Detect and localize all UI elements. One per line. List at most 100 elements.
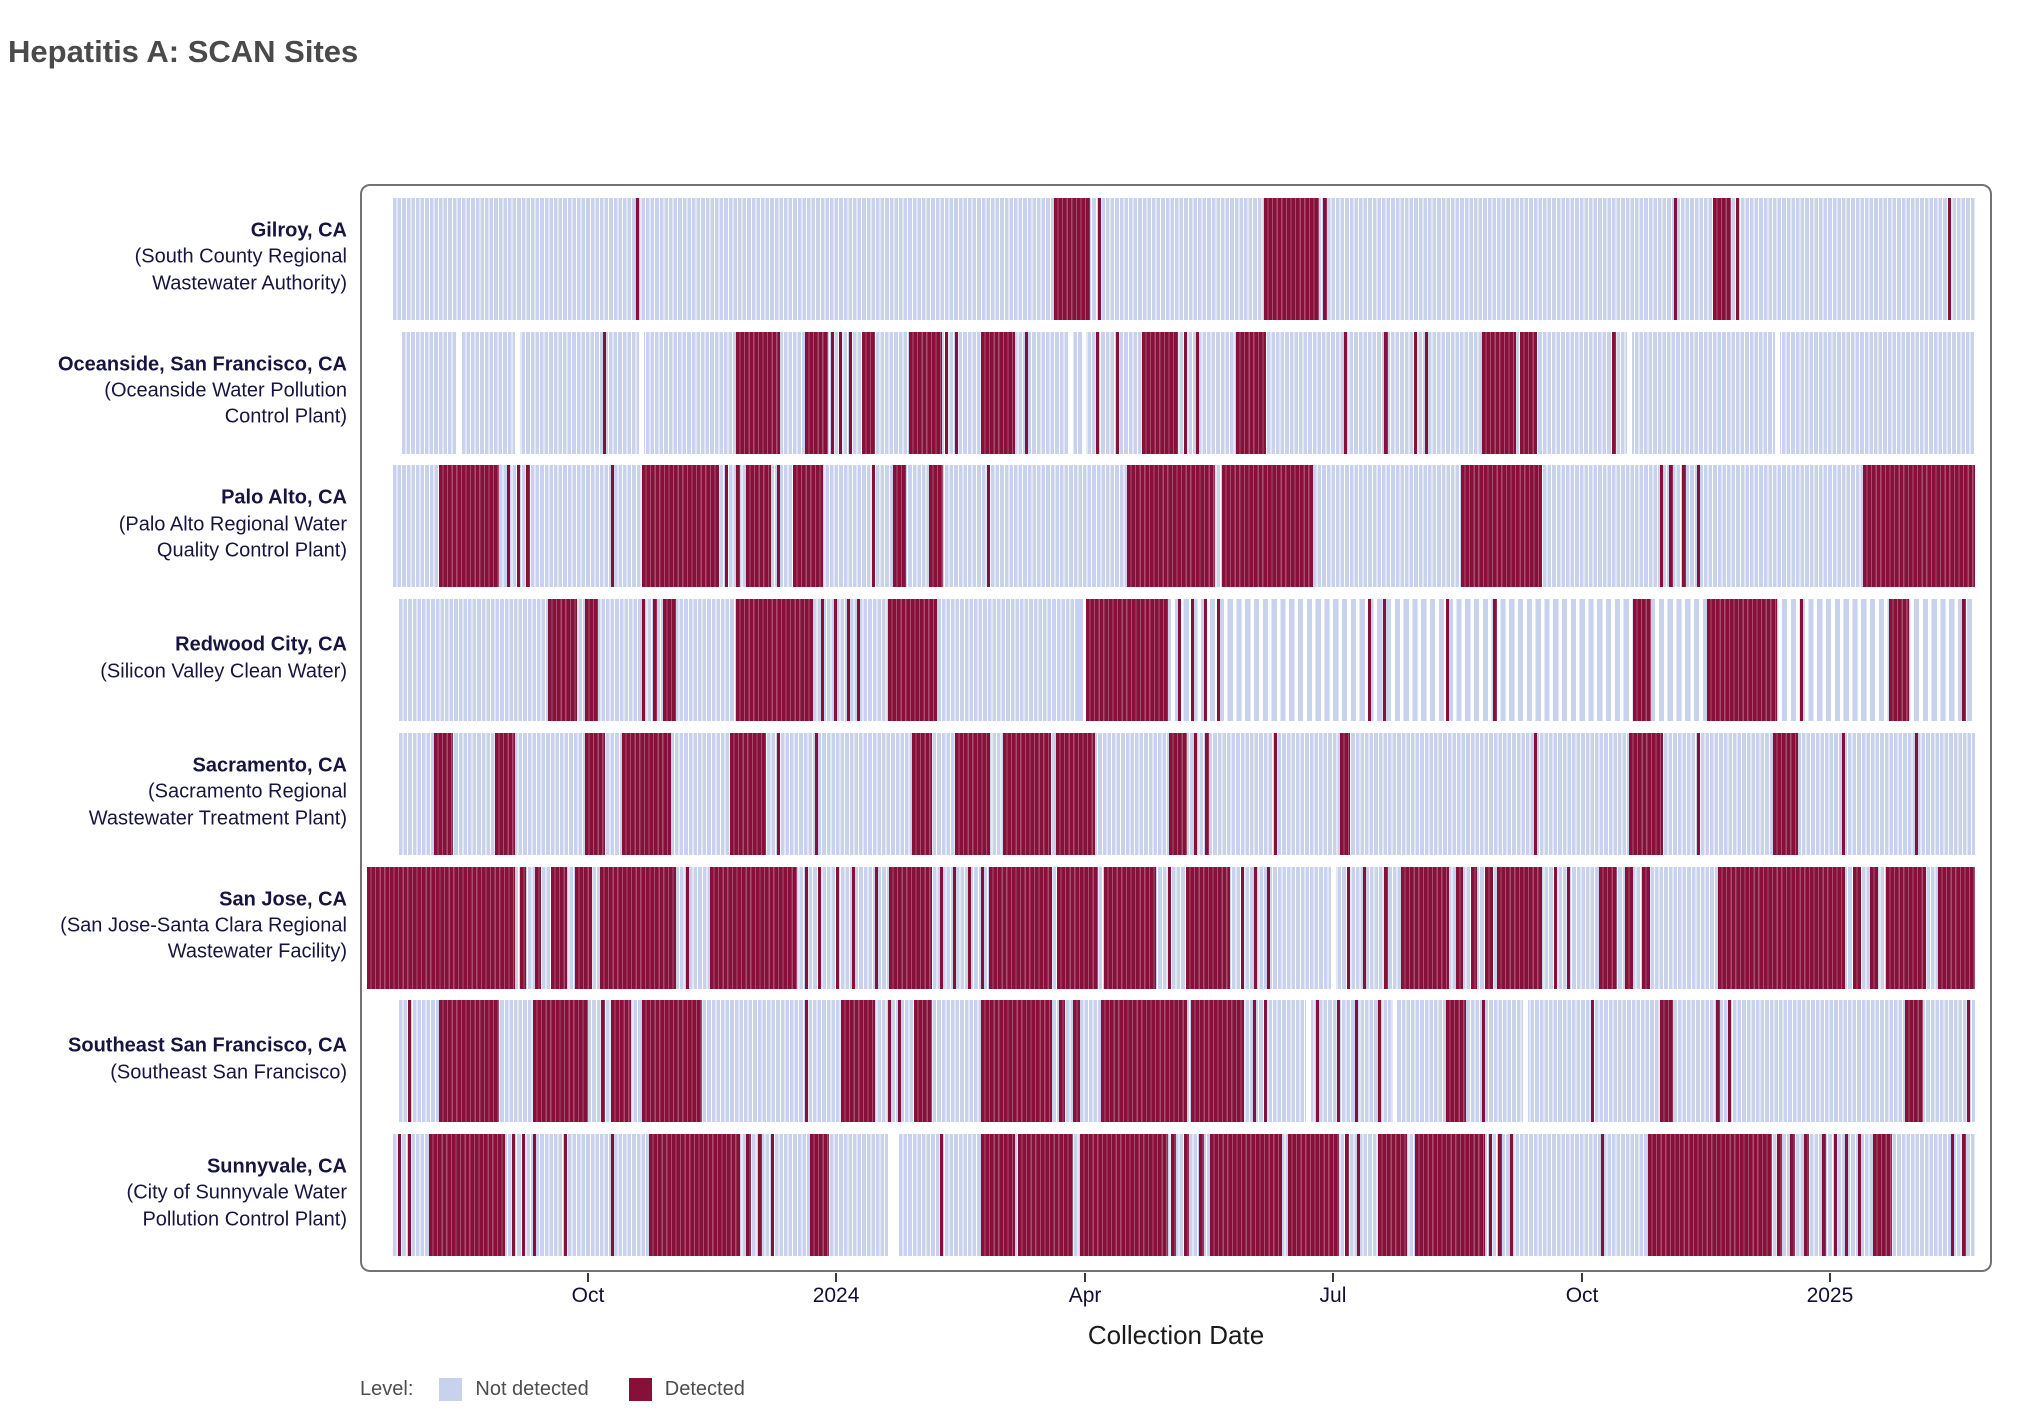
detected-segment xyxy=(1493,599,1497,722)
detected-segment xyxy=(804,1000,809,1123)
detected-segment xyxy=(1962,599,1966,722)
detected-segment xyxy=(804,331,828,454)
detected-segment xyxy=(585,732,605,855)
detected-segment xyxy=(1858,1133,1862,1256)
detected-segment xyxy=(954,732,991,855)
detected-segment xyxy=(1167,866,1172,989)
site-name: San Jose, CA xyxy=(219,887,347,910)
detected-segment xyxy=(1322,198,1328,320)
x-tick-label: Oct xyxy=(1565,1284,1599,1307)
detected-segment xyxy=(1482,331,1517,454)
detected-segment xyxy=(736,465,740,588)
detected-segment xyxy=(835,866,839,989)
detected-segment xyxy=(1706,599,1777,722)
detected-segment xyxy=(547,599,577,722)
detected-segment xyxy=(913,1000,932,1123)
detected-segment xyxy=(1018,1133,1074,1256)
detected-segment xyxy=(1799,599,1803,722)
detected-segment xyxy=(777,465,781,588)
site-facility: (South County Regional Wastewater Author… xyxy=(134,245,347,295)
detected-segment xyxy=(1096,331,1100,454)
detected-segment xyxy=(1905,1000,1924,1123)
x-tick-label: 2024 xyxy=(812,1284,860,1307)
detected-segment xyxy=(1073,1000,1080,1123)
detected-segment xyxy=(1915,732,1919,855)
detected-segment xyxy=(777,732,781,855)
detected-segment xyxy=(1195,331,1199,454)
detected-segment xyxy=(1377,1000,1382,1123)
detected-segment xyxy=(1355,1000,1359,1123)
detected-segment xyxy=(1789,1133,1795,1256)
detected-segment xyxy=(892,465,906,588)
timeline-bar xyxy=(362,1133,1990,1256)
site-facility: (Southeast San Francisco) xyxy=(110,1061,347,1084)
detected-segment xyxy=(397,1133,402,1256)
no-data-gap xyxy=(1306,1000,1312,1123)
detected-segment xyxy=(519,866,527,989)
site-label: Gilroy, CA (South County Regional Wastewa… xyxy=(55,217,347,296)
detected-segment xyxy=(967,866,971,989)
detected-segment xyxy=(1488,1133,1492,1256)
detected-segment xyxy=(847,599,851,722)
site-name: Redwood City, CA xyxy=(175,633,347,656)
detected-segment xyxy=(1193,732,1198,855)
detected-segment xyxy=(980,331,1015,454)
sparse-sampling-overlay xyxy=(1078,599,1976,722)
legend-item-not-detected: Not detected xyxy=(439,1378,589,1401)
site-facility: (Silicon Valley Clean Water) xyxy=(100,660,347,683)
detected-segment xyxy=(1236,331,1266,454)
detected-segment xyxy=(1079,1133,1168,1256)
site-label: Oceanside, San Francisco, CA (Oceanside W… xyxy=(55,351,347,430)
detected-segment xyxy=(585,599,599,722)
detected-segment xyxy=(889,866,932,989)
detected-segment xyxy=(821,599,825,722)
page-title: Hepatitis A: SCAN Sites xyxy=(8,34,359,69)
detected-segment xyxy=(1097,198,1102,320)
detected-segment xyxy=(1127,465,1216,588)
detected-segment xyxy=(1384,331,1388,454)
detected-segment xyxy=(1340,732,1351,855)
x-tick-mark xyxy=(1828,1273,1831,1282)
x-tick-mark xyxy=(1084,1273,1087,1282)
legend: Level: Not detected Detected xyxy=(360,1378,785,1401)
detected-segment xyxy=(611,465,615,588)
detected-segment xyxy=(1822,1133,1826,1256)
detected-segment xyxy=(804,866,809,989)
not-detected-base xyxy=(401,331,1976,454)
detected-segment xyxy=(1169,732,1188,855)
detected-segment xyxy=(1482,1000,1486,1123)
detected-segment xyxy=(1534,732,1538,855)
detected-segment xyxy=(1171,1133,1176,1256)
detected-segment xyxy=(1470,866,1478,989)
detected-segment xyxy=(1947,198,1951,320)
detected-segment xyxy=(1346,866,1351,989)
detected-segment xyxy=(1057,866,1098,989)
detected-segment xyxy=(1773,732,1798,855)
detected-segment xyxy=(1337,1000,1341,1123)
detected-segment xyxy=(1496,866,1543,989)
detected-segment xyxy=(1177,599,1181,722)
legend-title: Level: xyxy=(360,1378,414,1400)
detected-segment xyxy=(1659,1000,1673,1123)
detected-segment xyxy=(526,465,530,588)
detected-segment xyxy=(1713,198,1732,320)
detected-segment xyxy=(980,1133,1015,1256)
detected-segment xyxy=(897,1000,901,1123)
timeline-bar xyxy=(362,1000,1990,1123)
detected-segment xyxy=(1962,1133,1966,1256)
detected-segment xyxy=(1509,1133,1513,1256)
detected-segment xyxy=(1716,1000,1720,1123)
detected-segment xyxy=(516,465,520,588)
no-data-gap xyxy=(1068,331,1074,454)
detected-segment xyxy=(736,331,781,454)
detected-segment xyxy=(1273,732,1277,855)
detected-segment xyxy=(809,1133,830,1256)
detected-segment xyxy=(793,465,823,588)
detected-segment xyxy=(1241,866,1245,989)
site-facility: (Palo Alto Regional Water Quality Contro… xyxy=(118,513,347,562)
detected-segment xyxy=(1263,1000,1268,1123)
detected-segment xyxy=(746,1133,752,1256)
detected-segment xyxy=(1776,1133,1782,1256)
site-label: Southeast San Francisco, CA (Southeast Sa… xyxy=(55,1033,347,1086)
